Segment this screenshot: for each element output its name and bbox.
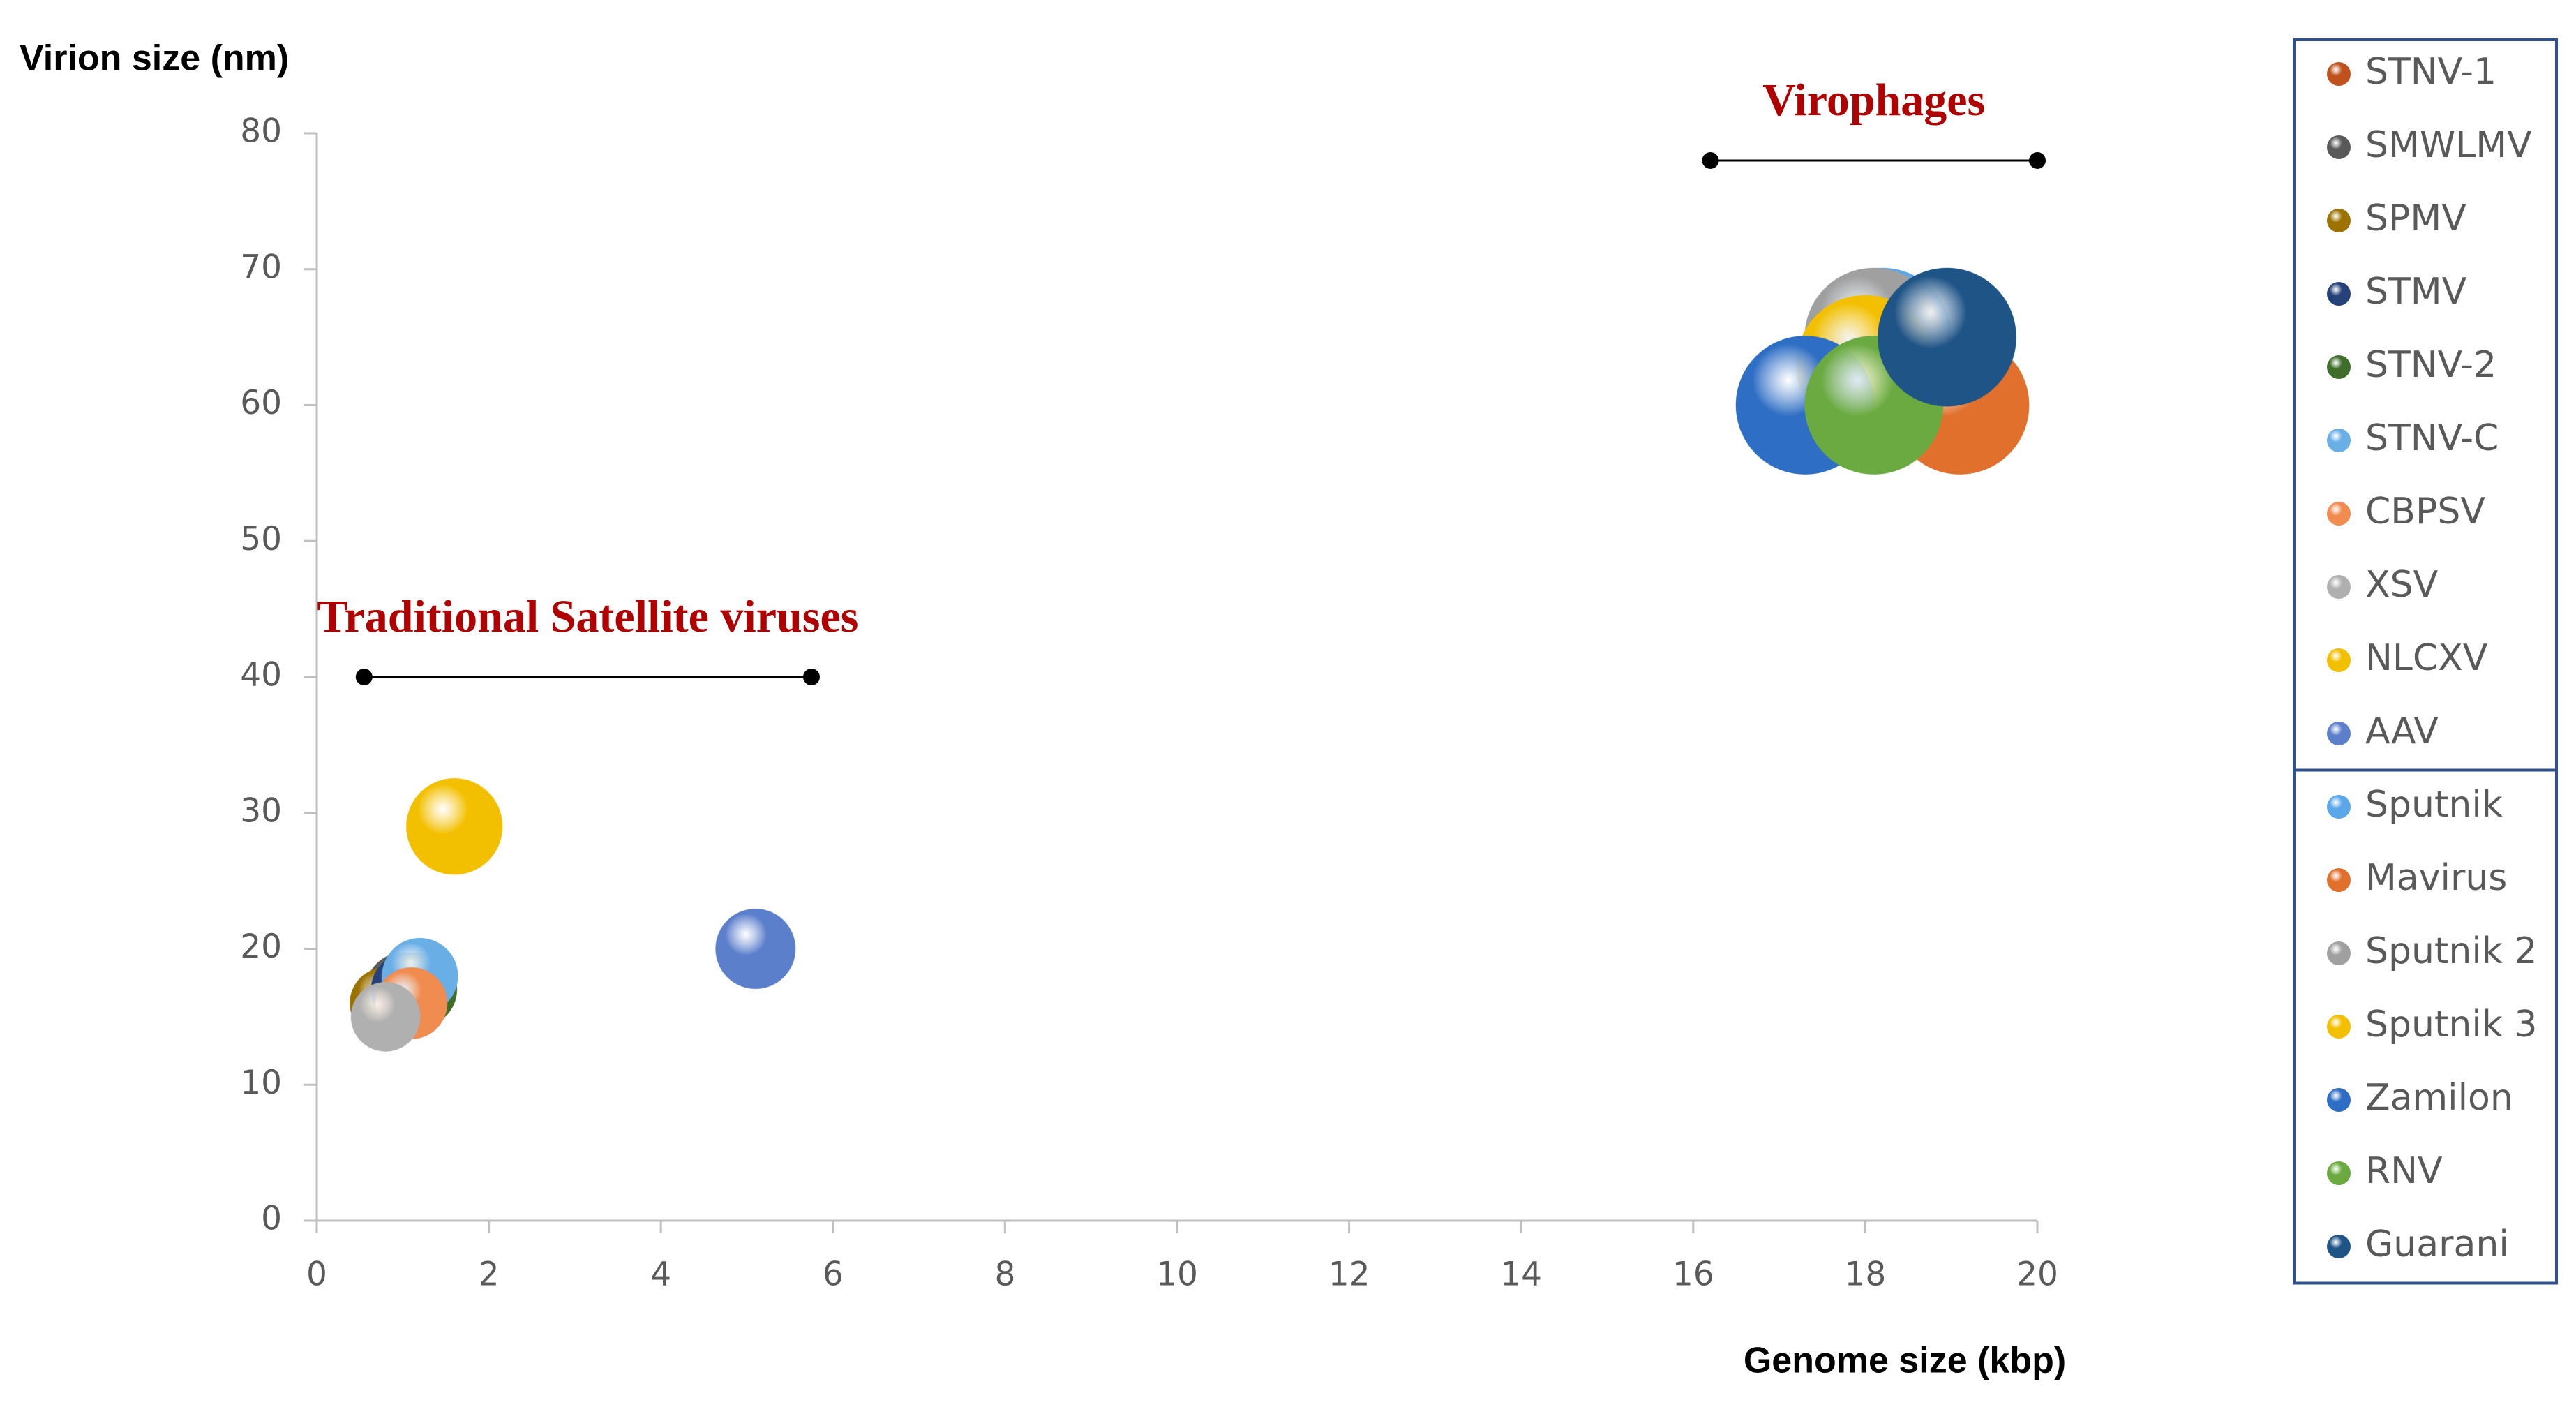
range-end bbox=[1702, 151, 1719, 169]
x-axis-title: Genome size (kbp) bbox=[1744, 1341, 2066, 1381]
legend-marker bbox=[2327, 209, 2351, 232]
range-end bbox=[2029, 151, 2046, 169]
x-tick-label: 14 bbox=[1500, 1256, 1542, 1294]
legend-marker bbox=[2327, 941, 2351, 965]
bubble bbox=[1877, 267, 2017, 407]
bubble bbox=[715, 908, 796, 990]
legend-label: AAV bbox=[2365, 710, 2439, 752]
legend-marker bbox=[2327, 1235, 2351, 1258]
x-tick-label: 6 bbox=[823, 1256, 844, 1294]
legend-marker bbox=[2327, 502, 2351, 526]
legend-label: STNV-C bbox=[2365, 417, 2499, 459]
x-tick-label: 16 bbox=[1672, 1256, 1714, 1294]
x-tick-label: 8 bbox=[994, 1256, 1015, 1294]
legend-marker bbox=[2327, 135, 2351, 159]
legend-label: SMWLMV bbox=[2365, 124, 2532, 166]
legend-marker bbox=[2327, 355, 2351, 379]
bubble bbox=[405, 777, 503, 875]
legend-marker bbox=[2327, 62, 2351, 86]
x-tick-label: 12 bbox=[1328, 1256, 1370, 1294]
y-tick-label: 80 bbox=[240, 112, 282, 151]
legend-marker bbox=[2327, 648, 2351, 672]
legend-label: Sputnik 2 bbox=[2365, 930, 2538, 972]
legend-box bbox=[2293, 768, 2558, 1285]
legend-label: Sputnik 3 bbox=[2365, 1004, 2538, 1045]
annotation: Traditional Satellite viruses bbox=[317, 591, 858, 642]
legend-label: STMV bbox=[2365, 271, 2467, 313]
y-tick-label: 60 bbox=[240, 384, 282, 422]
annotation: Virophages bbox=[1762, 75, 1985, 126]
y-tick-label: 20 bbox=[240, 928, 282, 966]
legend-label: XSV bbox=[2365, 564, 2439, 606]
legend-marker bbox=[2327, 429, 2351, 452]
x-tick-label: 18 bbox=[1844, 1256, 1886, 1294]
legend-label: STNV-2 bbox=[2365, 344, 2496, 386]
legend-label: Sputnik bbox=[2365, 784, 2503, 826]
x-tick-label: 20 bbox=[2016, 1256, 2058, 1294]
y-tick-label: 10 bbox=[240, 1064, 282, 1102]
y-axis-title: Virion size (nm) bbox=[20, 38, 289, 79]
legend-label: NLCXV bbox=[2365, 637, 2488, 679]
x-tick-label: 4 bbox=[650, 1256, 671, 1294]
x-tick-label: 10 bbox=[1156, 1256, 1198, 1294]
legend-marker bbox=[2327, 1088, 2351, 1112]
range-end bbox=[355, 669, 373, 685]
legend-label: STNV-1 bbox=[2365, 51, 2496, 93]
legend-marker bbox=[2327, 795, 2351, 819]
legend-marker bbox=[2327, 868, 2351, 892]
legend-label: CBPSV bbox=[2365, 491, 2485, 533]
y-tick-label: 40 bbox=[240, 656, 282, 694]
legend-label: Mavirus bbox=[2365, 857, 2507, 899]
legend-marker bbox=[2327, 282, 2351, 306]
y-tick-label: 50 bbox=[240, 520, 282, 558]
x-tick-label: 2 bbox=[479, 1256, 500, 1294]
legend-label: Zamilon bbox=[2365, 1077, 2513, 1119]
legend-label: Guarani bbox=[2365, 1223, 2509, 1265]
bubble bbox=[350, 981, 421, 1052]
legend-marker bbox=[2327, 1015, 2351, 1038]
range-end bbox=[802, 669, 820, 685]
legend-label: RNV bbox=[2365, 1150, 2443, 1192]
y-tick-label: 70 bbox=[240, 248, 282, 286]
legend-label: SPMV bbox=[2365, 198, 2466, 239]
legend-marker bbox=[2327, 1161, 2351, 1185]
legend-marker bbox=[2327, 575, 2351, 599]
y-tick-label: 30 bbox=[240, 791, 282, 830]
legend-marker bbox=[2327, 722, 2351, 745]
x-tick-label: 0 bbox=[306, 1256, 327, 1294]
y-tick-label: 0 bbox=[261, 1200, 282, 1238]
